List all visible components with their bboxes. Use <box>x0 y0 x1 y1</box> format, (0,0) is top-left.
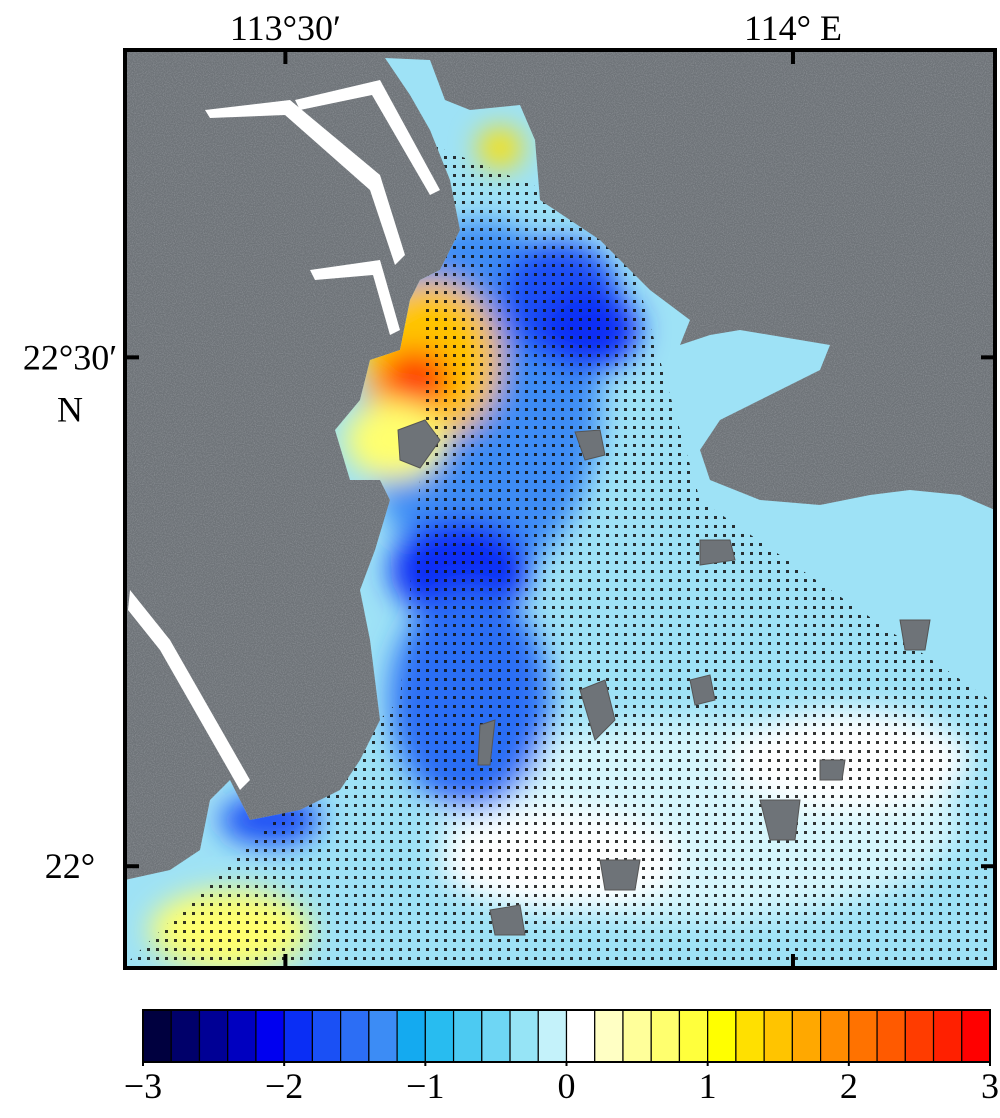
colorbar-swatch <box>198 1009 229 1063</box>
colorbar-swatch <box>227 1009 257 1063</box>
lat-unit: N <box>57 389 83 429</box>
colorbar-swatch <box>170 1009 201 1063</box>
colorbar-swatch <box>537 1009 568 1063</box>
colorbar-swatch <box>340 1009 370 1063</box>
colorbar-swatch <box>594 1009 624 1063</box>
colorbar-swatch <box>396 1009 426 1063</box>
colorbar-swatch <box>509 1009 539 1063</box>
colorbar-swatch <box>481 1009 511 1063</box>
colorbar-swatch <box>791 1009 822 1063</box>
colorbar-tick-label: −2 <box>265 1066 303 1106</box>
colorbar-swatch <box>819 1009 850 1063</box>
colorbar-swatch <box>311 1009 342 1063</box>
lat-tick-label: 22°30′ <box>23 337 117 377</box>
colorbar-tick-label: 2 <box>840 1066 858 1106</box>
map-frame <box>123 48 997 970</box>
colorbar-swatch <box>368 1009 398 1063</box>
lon-tick-label: 114° E <box>744 8 842 48</box>
colorbar-swatch <box>876 1009 906 1063</box>
lon-tick-label: 113°30′ <box>230 8 341 48</box>
colorbar-swatch <box>707 1009 737 1063</box>
colorbar-swatch <box>763 1009 793 1063</box>
colorbar-swatch <box>142 1009 172 1063</box>
map-area <box>125 50 995 968</box>
colorbar-swatch <box>678 1009 709 1063</box>
colorbar-swatch <box>255 1009 285 1063</box>
colorbar-tick-label: 3 <box>981 1066 999 1106</box>
colorbar-swatch <box>565 1009 596 1063</box>
colorbar-tick-label: −3 <box>124 1066 162 1106</box>
colorbar-swatch <box>904 1009 935 1063</box>
colorbar-tick-label: −1 <box>406 1066 444 1106</box>
colorbar-swatch <box>650 1009 681 1063</box>
colorbar-tick-label: 1 <box>699 1066 717 1106</box>
river-channels <box>128 80 440 790</box>
colorbar-swatch <box>283 1009 313 1063</box>
islands <box>397 419 931 936</box>
colorbar-swatch <box>932 1009 963 1063</box>
colorbar-swatch <box>452 1009 483 1063</box>
colorbar-tick-label: 0 <box>558 1066 576 1106</box>
colorbar-swatch <box>424 1009 455 1063</box>
colorbar-swatch <box>848 1009 878 1063</box>
colorbar-swatch <box>961 1009 991 1063</box>
colorbar-swatch <box>735 1009 765 1063</box>
colorbar-swatch <box>622 1009 652 1063</box>
lat-tick-label: 22° <box>45 846 95 886</box>
